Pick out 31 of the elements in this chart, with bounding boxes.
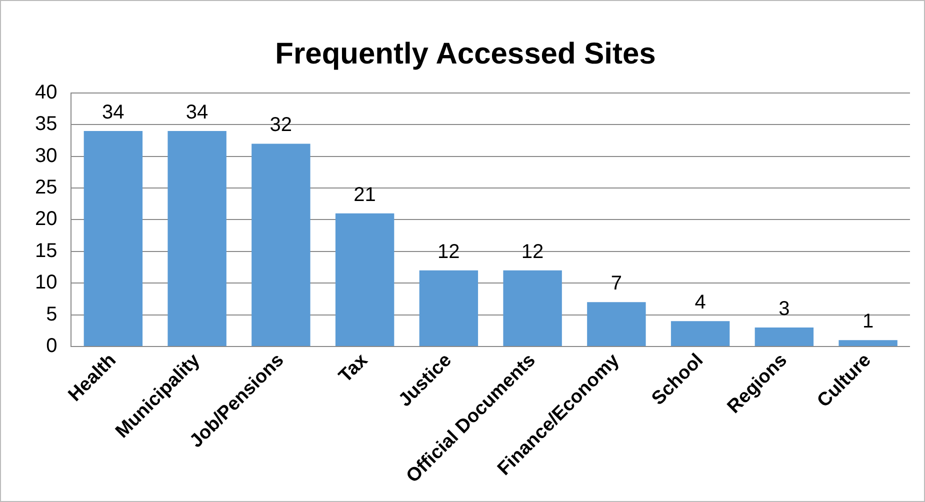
data-label: 7 (610, 272, 622, 295)
y-tick-label: 40 (34, 82, 58, 104)
y-tick-label: 0 (46, 334, 58, 357)
bar (670, 321, 730, 346)
data-label: 32 (270, 114, 292, 136)
y-tick-label: 30 (34, 144, 58, 167)
y-tick-label: 15 (34, 240, 58, 262)
bar (503, 270, 562, 346)
y-tick-label: 35 (34, 113, 58, 136)
y-tick-label: 5 (46, 303, 58, 326)
data-label: 12 (521, 240, 544, 263)
y-tick-label: 25 (34, 176, 58, 199)
bar (754, 327, 814, 346)
data-label: 12 (438, 240, 460, 263)
bar (587, 302, 646, 346)
data-label: 1 (862, 310, 874, 333)
bar (84, 131, 143, 346)
y-tick-label: 20 (34, 208, 58, 230)
bar (335, 213, 394, 346)
bar (419, 270, 478, 346)
data-label: 4 (694, 292, 706, 314)
x-tick-label: Tax (335, 350, 372, 387)
data-label: 34 (102, 102, 124, 124)
bar (168, 131, 226, 346)
bar (838, 340, 898, 346)
chart-title: Frequently Accessed Sites (275, 37, 656, 70)
bar (252, 144, 310, 346)
data-label: 3 (778, 298, 790, 320)
y-tick-label: 10 (34, 272, 58, 294)
data-label: 21 (354, 184, 376, 206)
data-label: 34 (186, 102, 208, 124)
